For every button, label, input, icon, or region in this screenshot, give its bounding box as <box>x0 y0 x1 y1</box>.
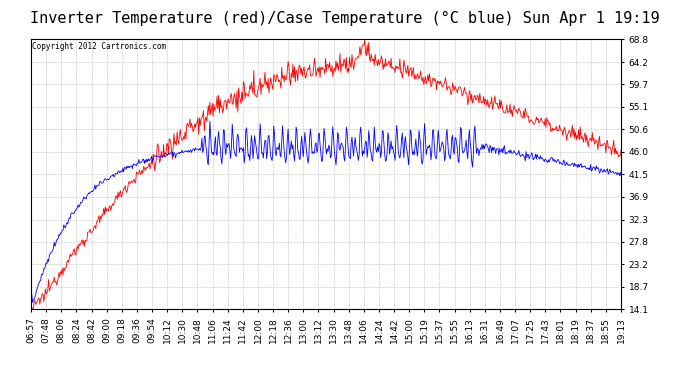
Text: Copyright 2012 Cartronics.com: Copyright 2012 Cartronics.com <box>32 42 166 51</box>
Text: Inverter Temperature (red)/Case Temperature (°C blue) Sun Apr 1 19:19: Inverter Temperature (red)/Case Temperat… <box>30 11 660 26</box>
